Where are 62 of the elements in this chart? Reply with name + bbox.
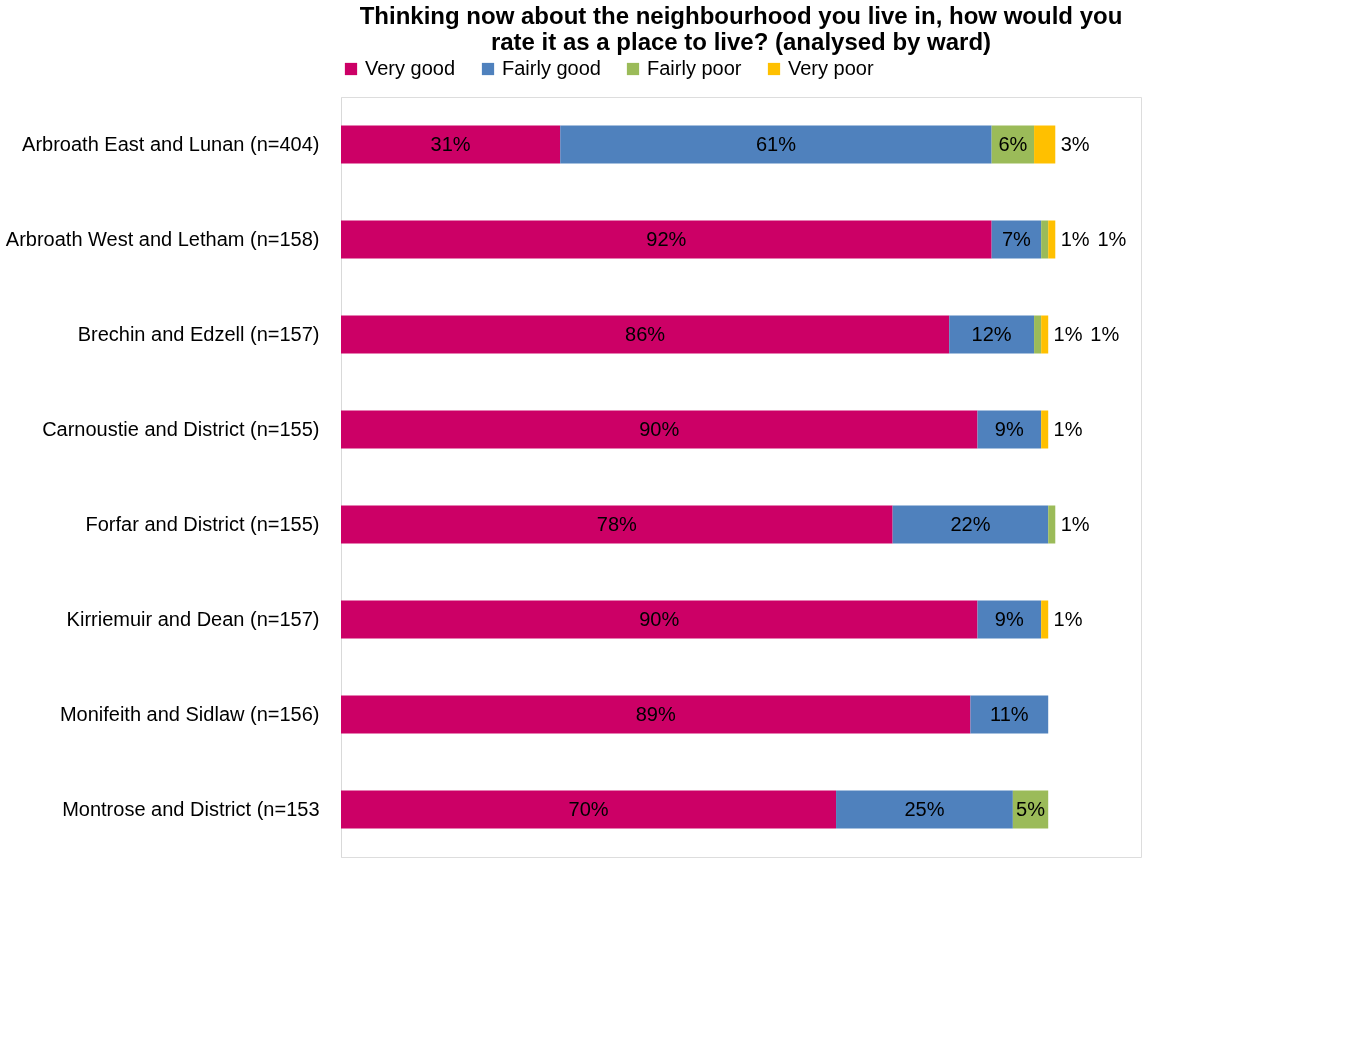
data-label: 9%: [994, 417, 1024, 440]
bar: [1048, 505, 1056, 544]
y-tick-label: Kirriemuir and Dean (n=157): [66, 607, 320, 630]
data-label: 9%: [994, 607, 1024, 630]
bar: [341, 315, 950, 354]
y-tick-label: Arbroath West and Letham (n=158): [5, 227, 320, 250]
y-tick-label: Brechin and Edzell (n=157): [77, 322, 320, 345]
data-label: 22%: [950, 512, 991, 535]
bar: [1041, 315, 1049, 354]
data-label: 1%: [1060, 512, 1090, 535]
y-tick-label: Carnoustie and District (n=155): [42, 417, 320, 440]
bar: [892, 505, 1049, 544]
bar: [341, 695, 971, 734]
bar: [977, 600, 1042, 639]
data-label: 90%: [639, 607, 680, 630]
y-tick-label: Arbroath East and Lunan (n=404): [22, 132, 320, 155]
chart-title: Thinking now about the neighbourhood you live in, how would you rate it as a place to live? (analysed by ward): [359, 2, 1123, 55]
y-tick-label: Montrose and District (n=153: [62, 797, 320, 820]
bar: [341, 410, 978, 449]
data-label: 6%: [998, 132, 1028, 155]
bar: [341, 790, 837, 829]
data-label: 1%: [1090, 322, 1120, 345]
bar: [1041, 600, 1049, 639]
data-label: 12%: [971, 322, 1012, 345]
data-label: 1%: [1097, 227, 1127, 250]
data-label: 31%: [430, 132, 471, 155]
data-label: 90%: [639, 417, 680, 440]
bar: [341, 505, 893, 544]
bar: [970, 695, 1049, 734]
bar: [1041, 220, 1049, 259]
legend-label: Fairly good: [502, 57, 601, 79]
y-tick-label: Forfar and District (n=155): [85, 512, 320, 535]
bar: [949, 315, 1035, 354]
bar: [341, 125, 561, 164]
data-label: 86%: [625, 322, 666, 345]
data-label: 78%: [596, 512, 638, 535]
bar: [1041, 410, 1049, 449]
bar: [341, 600, 978, 639]
bar: [1048, 220, 1056, 259]
data-label: 11%: [990, 702, 1029, 725]
data-label: 7%: [1001, 227, 1032, 250]
data-label: 61%: [755, 132, 797, 155]
data-label: 5%: [1016, 797, 1046, 820]
bar: [836, 790, 1013, 829]
legend-label: Fairly poor: [647, 57, 742, 79]
bar: [341, 220, 992, 259]
data-label: 70%: [568, 797, 609, 820]
data-label: 89%: [635, 702, 676, 725]
legend-label: Very good: [365, 57, 456, 79]
bar: [1034, 315, 1042, 354]
legend-label: Very poor: [788, 57, 874, 79]
data-label: 1%: [1053, 607, 1083, 630]
bar: [1034, 125, 1056, 164]
data-label: 25%: [904, 797, 945, 820]
bar: [560, 125, 992, 164]
data-label: 1%: [1053, 322, 1083, 345]
bar: [977, 410, 1042, 449]
data-label: 1%: [1053, 417, 1083, 440]
data-label: 3%: [1060, 132, 1090, 155]
y-tick-label: Monifeith and Sidlaw (n=156): [59, 702, 320, 725]
data-label: 92%: [646, 227, 687, 250]
data-label: 1%: [1060, 227, 1090, 250]
